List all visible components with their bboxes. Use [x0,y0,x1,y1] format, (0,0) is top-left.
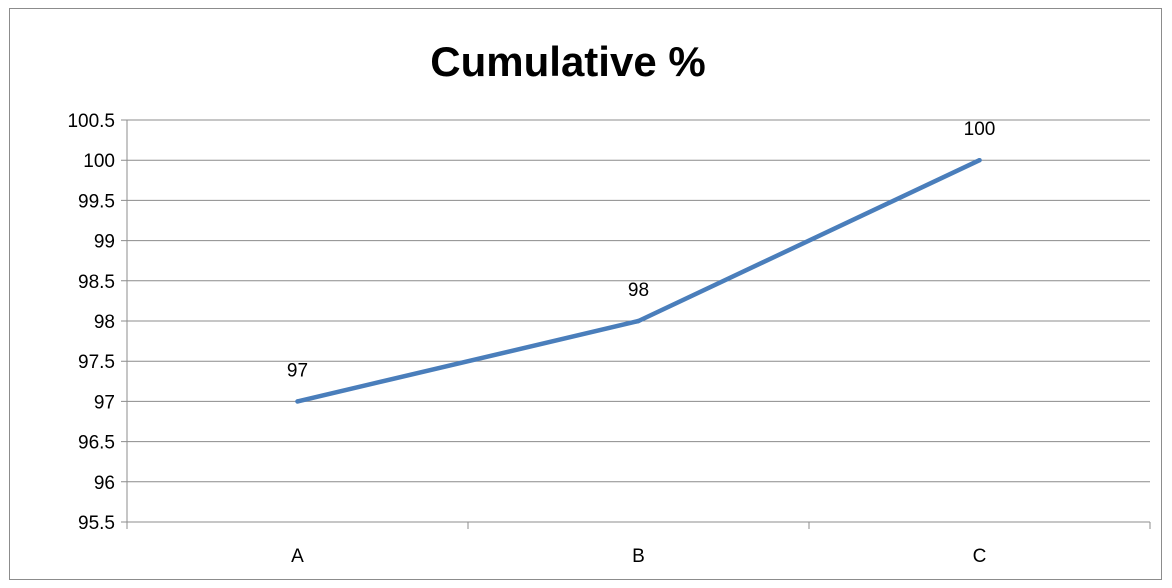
x-axis-tick-labels: A B C [291,546,986,567]
data-label: 98 [628,280,649,301]
y-tick-label: 100.5 [67,111,115,132]
y-tick-label: 95.5 [78,513,115,534]
y-tick-label: 96.5 [78,433,115,454]
data-label: 97 [287,360,308,381]
axes [126,120,1151,529]
x-tick-label: A [291,546,304,567]
chart-title: Cumulative % [430,38,705,85]
y-tick-label: 97 [94,392,115,413]
y-axis-tick-labels: 95.5 96 96.5 97 97.5 98 98.5 99 99.5 100 100.5 [67,111,115,534]
y-tick-label: 100 [83,151,115,172]
data-labels: 97 98 100 [287,119,995,381]
data-point [295,399,300,404]
gridlines [121,119,1150,523]
series-layer [295,157,982,404]
y-tick-label: 98.5 [78,272,115,293]
data-point [977,158,982,163]
y-tick-label: 96 [94,473,115,494]
y-tick-label: 99 [94,232,115,253]
x-tick-label: B [632,546,645,567]
data-label: 100 [964,119,996,140]
chart-frame [9,8,1162,580]
x-tick-label: C [973,546,987,567]
y-tick-label: 99.5 [78,191,115,212]
data-point [636,318,641,324]
y-tick-label: 97.5 [78,352,115,373]
y-tick-label: 98 [94,312,115,333]
